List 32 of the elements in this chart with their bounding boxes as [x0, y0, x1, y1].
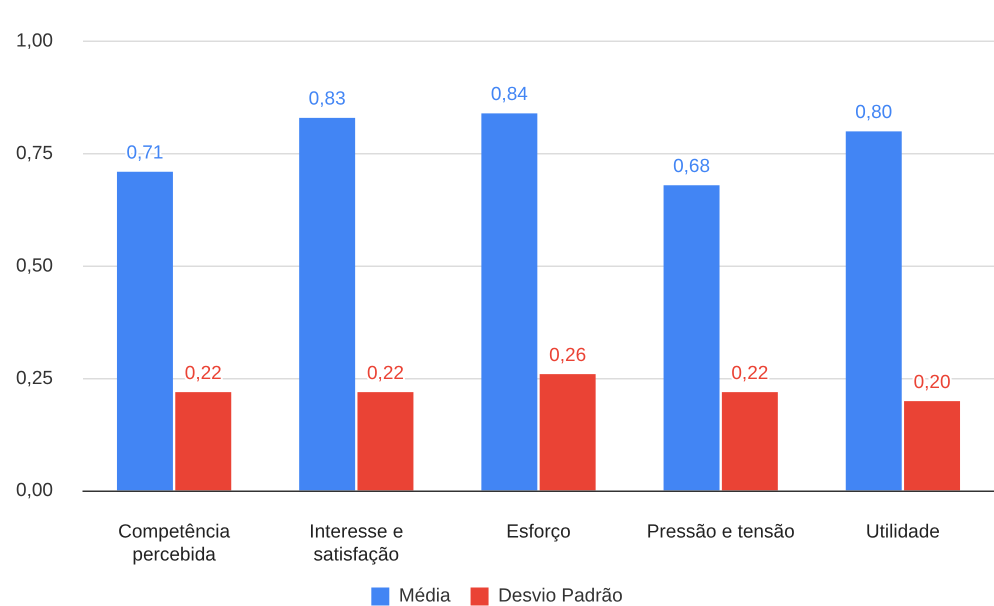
- bar: [116, 172, 173, 490]
- legend-label: Média: [398, 586, 451, 606]
- x-tick-label: Competência percebida: [118, 522, 231, 566]
- data-label: 0,26: [549, 344, 586, 366]
- bar: [722, 392, 778, 490]
- bar: [481, 113, 538, 490]
- data-label: 0,22: [184, 362, 222, 384]
- y-tick-label: 1,00: [16, 30, 53, 52]
- data-label: 0,20: [914, 372, 951, 393]
- bar: [846, 131, 902, 490]
- legend-label: Desvio Padrão: [498, 586, 623, 606]
- bar: [664, 185, 720, 490]
- bar: [299, 118, 356, 490]
- x-tick-label: Utilidade: [866, 522, 940, 543]
- bar: [904, 401, 960, 490]
- data-label: 0,22: [366, 362, 404, 384]
- bar: [357, 392, 414, 490]
- y-tick-label: 0,00: [16, 480, 53, 502]
- x-tick-label: Pressão e tensão: [646, 522, 795, 543]
- data-label: 0,68: [673, 156, 710, 178]
- data-label: 0,83: [308, 88, 346, 110]
- x-tick-label: Interesse e satisfação: [309, 522, 404, 566]
- y-tick-label: 0,50: [16, 255, 53, 276]
- data-label: 0,22: [731, 362, 768, 384]
- data-label: 0,80: [855, 102, 892, 124]
- x-tick-label: Esforço: [506, 522, 571, 543]
- bar: [175, 392, 232, 490]
- data-label: 0,71: [126, 142, 164, 164]
- y-tick-label: 0,25: [16, 368, 53, 389]
- y-tick-label: 0,75: [16, 143, 53, 164]
- data-label: 0,84: [490, 84, 528, 106]
- bar: [540, 374, 596, 490]
